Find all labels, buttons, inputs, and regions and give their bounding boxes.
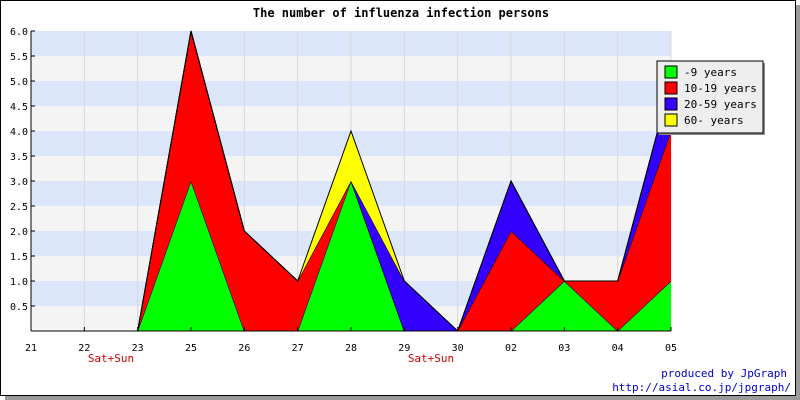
legend-label: 10-19 years	[684, 82, 757, 95]
footer-url: http://asial.co.jp/jpgraph/	[612, 381, 791, 394]
y-tick-label: 0.5	[10, 302, 28, 313]
y-tick-label: 5.0	[10, 77, 28, 88]
y-tick-label: 1.0	[10, 277, 28, 288]
x-tick-label: 29	[398, 343, 410, 354]
footer-credit: produced by JpGraph	[661, 367, 787, 380]
legend-label: -9 years	[684, 66, 737, 79]
legend-label: 20-59 years	[684, 98, 757, 111]
weekend-annotation: Sat+Sun	[408, 352, 454, 365]
area-series-3	[31, 31, 671, 331]
area-series-0	[31, 181, 671, 331]
y-tick-label: 4.5	[10, 102, 28, 113]
legend-swatch	[664, 81, 678, 95]
x-tick-label: 30	[452, 343, 464, 354]
y-tick-label: 3.5	[10, 152, 28, 163]
legend-swatch	[664, 113, 678, 127]
y-tick-label: 1.5	[10, 252, 28, 263]
legend-swatch	[664, 97, 678, 111]
weekend-annotation: Sat+Sun	[88, 352, 134, 365]
x-tick-label: 25	[185, 343, 197, 354]
x-tick-label: 05	[665, 343, 677, 354]
y-tick-label: 6.0	[10, 27, 28, 38]
x-tick-label: 23	[132, 343, 144, 354]
legend-swatch	[664, 65, 678, 79]
y-tick-label: 3.0	[10, 177, 28, 188]
x-tick-label: 27	[292, 343, 304, 354]
legend: -9 years 10-19 years 20-59 years 60- years	[656, 60, 765, 135]
axes	[30, 30, 672, 332]
y-tick-label: 2.5	[10, 202, 28, 213]
y-tick-label: 5.5	[10, 52, 28, 63]
x-tick-label: 21	[25, 343, 37, 354]
x-tick-labels: 21 22 23 25 26 27 28 29 30 02 03 04 05	[25, 343, 677, 354]
x-tick-label: 04	[612, 343, 624, 354]
legend-label: 60- years	[684, 114, 744, 127]
chart-title: The number of influenza infection person…	[253, 6, 549, 20]
x-tick-label: 28	[345, 343, 357, 354]
y-tick-label: 4.0	[10, 127, 28, 138]
annotations: Sat+Sun Sat+Sun	[88, 352, 454, 365]
x-tick-label: 02	[505, 343, 517, 354]
area-series	[31, 30, 672, 332]
x-tick-label: 03	[558, 343, 570, 354]
y-tick-label: 2.0	[10, 227, 28, 238]
x-tick-label: 22	[78, 343, 90, 354]
y-tick-labels: 6.0 5.5 5.0 4.5 4.0 3.5 3.0 2.5 2.0 1.5 1.0 0.5	[10, 27, 28, 313]
x-tick-label: 26	[238, 343, 250, 354]
